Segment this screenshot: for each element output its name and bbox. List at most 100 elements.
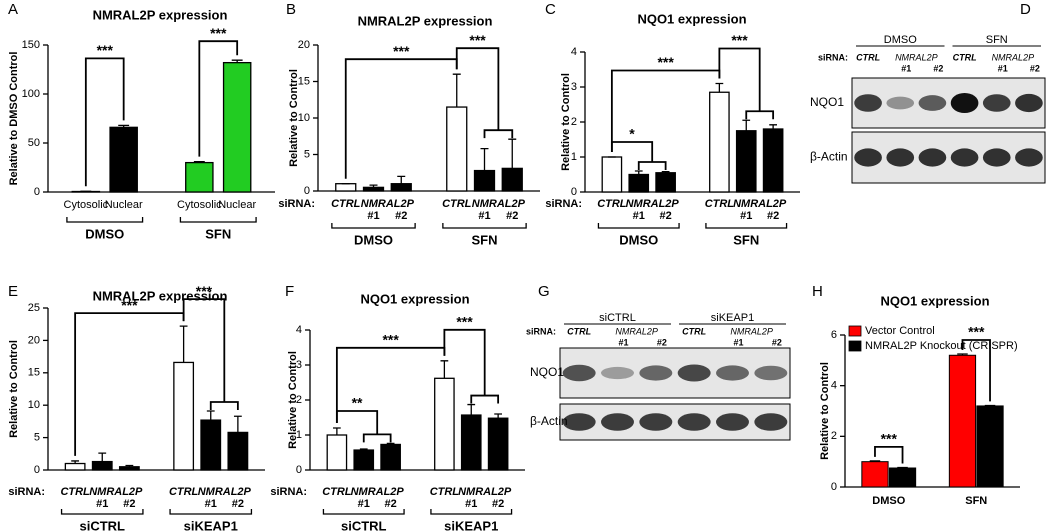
significance-bracket [335, 410, 379, 435]
lane-label: CTRL [567, 326, 591, 336]
x-tick-label: #2 [385, 498, 397, 510]
x-tick-label: #1 [478, 210, 490, 222]
error-bar [359, 448, 368, 451]
band-label: NQO1 [810, 95, 844, 109]
significance-bracket [610, 141, 654, 162]
y-tick-label: 6 [831, 329, 837, 341]
y-tick-label: 5 [34, 432, 40, 444]
blot-band [918, 148, 947, 167]
x-tick-label: #1 [96, 498, 108, 510]
blot-band [639, 413, 673, 431]
group-label: SFN [205, 226, 231, 241]
group-label: SFN [986, 34, 1008, 46]
bar [380, 443, 401, 471]
y-tick-label: 15 [298, 75, 310, 87]
blot-band [562, 413, 596, 431]
bar [948, 354, 977, 488]
blot-band [982, 148, 1011, 167]
error-bar [206, 410, 215, 421]
blot-band [716, 413, 749, 431]
error-bar [957, 353, 968, 356]
y-axis-label: Relative to Control [287, 351, 299, 449]
y-tick-label: 0 [831, 481, 837, 493]
panel-letter: D [1020, 1, 1031, 18]
sub-bracket [470, 394, 500, 404]
bar [888, 467, 917, 488]
y-tick-label: 20 [28, 334, 40, 346]
blot-band [982, 94, 1011, 112]
group-label: DMSO [354, 232, 393, 247]
bar [222, 61, 252, 193]
x-tick-label: CTRL [60, 486, 90, 498]
y-tick-label: 0 [34, 464, 40, 476]
x-tick-label: #1 [358, 498, 370, 510]
band-label: NQO1 [530, 365, 564, 379]
error-bar [452, 73, 461, 108]
legend-swatch [848, 340, 862, 352]
y-axis-label: Relative to Control [8, 340, 20, 438]
legend-label: NMRAL2P Knockout (CRISPR) [865, 340, 1018, 352]
significance-label: *** [97, 42, 114, 58]
bar [446, 106, 468, 192]
error-bar [897, 466, 908, 469]
blot-band [716, 365, 749, 381]
x-sublabel: NMRAL2P [733, 198, 787, 210]
y-tick-label: 2 [571, 116, 577, 128]
group-bracket [597, 223, 680, 229]
error-bar [769, 124, 777, 129]
y-tick-label: 0 [34, 186, 40, 198]
significance-bracket [455, 47, 500, 131]
bar [861, 461, 889, 488]
error-bar [193, 160, 205, 163]
lane-label: #1 [998, 63, 1008, 73]
lane-label: #1 [733, 337, 743, 347]
y-tick-label: 10 [298, 112, 310, 124]
y-tick-label: 20 [298, 39, 310, 51]
x-tick-label: CTRL [705, 198, 735, 210]
lane-label: #2 [657, 337, 667, 347]
lane-label: #2 [933, 63, 943, 73]
bar [655, 172, 676, 193]
y-tick-label: 0 [304, 185, 310, 197]
x-tick-label: CTRL [597, 198, 627, 210]
panel-letter: C [545, 1, 556, 18]
blot-band [854, 148, 882, 167]
x-sublabel: NMRAL2P [626, 198, 680, 210]
x-tick-label: Nuclear [105, 199, 143, 211]
x-tick-label: #2 [232, 498, 244, 510]
blot-box [559, 347, 791, 399]
panel-letter: G [538, 283, 550, 300]
x-tick-label: CTRL [442, 198, 472, 210]
x-tick-label: SFN [965, 495, 987, 507]
x-tick-label: #2 [395, 210, 407, 222]
blot-band [639, 365, 673, 381]
lane-label: CTRL [953, 52, 977, 62]
chart-title: NQO1 expression [637, 11, 746, 26]
y-tick-label: 1 [296, 429, 302, 441]
bar [601, 156, 623, 193]
blot-band [854, 94, 882, 112]
y-tick-label: 0 [571, 186, 577, 198]
row-label: siRNA: [270, 486, 307, 498]
group-label: siKEAP1 [444, 518, 498, 532]
error-bar [984, 404, 996, 407]
panel-letter: A [8, 1, 18, 18]
blot-band [1015, 148, 1043, 167]
x-sublabel: NMRAL2P [361, 198, 415, 210]
x-tick-label: #1 [633, 210, 645, 222]
bar [628, 173, 650, 193]
blot-box [851, 131, 1046, 184]
error-bar [715, 82, 724, 93]
y-tick-label: 2 [296, 394, 302, 406]
x-tick-label: #2 [506, 210, 518, 222]
blot-band [677, 364, 711, 382]
group-bracket [442, 223, 527, 229]
x-tick-label: CTRL [430, 486, 460, 498]
blot-box [559, 403, 791, 441]
y-tick-label: 15 [28, 367, 40, 379]
lane-sublabel: NMRAL2P [730, 326, 773, 336]
y-tick-label: 10 [28, 399, 40, 411]
panel-letter: B [286, 1, 296, 18]
group-label: DMSO [884, 34, 917, 46]
